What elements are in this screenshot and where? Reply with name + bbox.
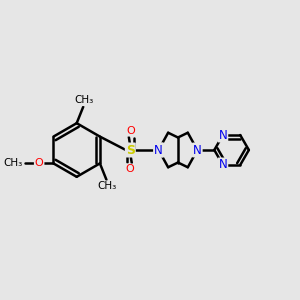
Text: N: N [154,143,163,157]
Text: N: N [219,158,227,172]
Text: N: N [219,128,227,142]
Text: O: O [126,126,135,136]
Text: CH₃: CH₃ [98,181,117,191]
Text: N: N [193,143,202,157]
Text: N: N [154,143,163,157]
Text: O: O [35,158,44,168]
Text: S: S [126,143,135,157]
Text: CH₃: CH₃ [3,158,22,168]
Text: CH₃: CH₃ [74,95,94,105]
Text: O: O [126,164,134,174]
